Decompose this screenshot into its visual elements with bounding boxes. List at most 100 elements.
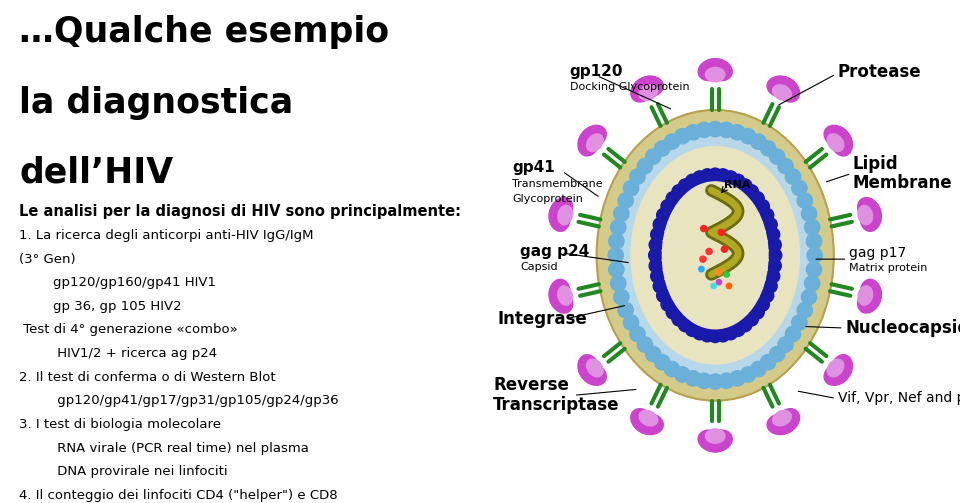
Ellipse shape	[828, 359, 844, 377]
Circle shape	[766, 269, 780, 283]
Circle shape	[711, 283, 716, 289]
Circle shape	[740, 129, 756, 144]
Circle shape	[807, 247, 823, 263]
Text: Matrix protein: Matrix protein	[849, 264, 927, 273]
Circle shape	[609, 233, 624, 249]
Ellipse shape	[662, 182, 768, 329]
Circle shape	[802, 289, 817, 305]
Ellipse shape	[860, 279, 881, 306]
Circle shape	[767, 259, 781, 273]
Ellipse shape	[631, 147, 800, 364]
Ellipse shape	[550, 198, 573, 223]
Ellipse shape	[639, 410, 658, 426]
Ellipse shape	[860, 204, 881, 231]
Ellipse shape	[549, 283, 570, 310]
Text: Lipid: Lipid	[852, 154, 899, 173]
Ellipse shape	[771, 76, 798, 99]
Ellipse shape	[633, 412, 660, 434]
Circle shape	[778, 158, 793, 174]
Ellipse shape	[771, 412, 798, 434]
Ellipse shape	[858, 205, 873, 225]
Circle shape	[608, 247, 623, 263]
Circle shape	[716, 269, 722, 275]
Ellipse shape	[698, 430, 725, 452]
Circle shape	[675, 367, 690, 382]
Ellipse shape	[824, 363, 850, 385]
Text: 3. I test di biologia molecolare: 3. I test di biologia molecolare	[19, 418, 221, 431]
Ellipse shape	[776, 408, 800, 433]
Ellipse shape	[615, 129, 815, 382]
Circle shape	[630, 169, 645, 184]
Circle shape	[730, 125, 745, 140]
Ellipse shape	[631, 77, 655, 102]
Circle shape	[727, 283, 732, 289]
Circle shape	[718, 229, 725, 235]
Text: HIV1/2 + ricerca ag p24: HIV1/2 + ricerca ag p24	[19, 347, 217, 360]
Circle shape	[738, 179, 752, 193]
Text: Transcriptase: Transcriptase	[493, 395, 620, 413]
Ellipse shape	[828, 127, 852, 152]
Text: gp120/gp160/gp41 HIV1: gp120/gp160/gp41 HIV1	[19, 276, 216, 289]
Ellipse shape	[773, 85, 791, 100]
Circle shape	[778, 337, 793, 352]
Circle shape	[696, 373, 711, 388]
Circle shape	[666, 192, 680, 205]
Circle shape	[716, 169, 730, 183]
Circle shape	[716, 328, 730, 342]
Ellipse shape	[706, 59, 732, 80]
Text: (3° Gen): (3° Gen)	[19, 253, 76, 266]
Ellipse shape	[579, 127, 602, 152]
Text: la diagnostica: la diagnostica	[19, 86, 294, 120]
Circle shape	[651, 269, 664, 283]
Circle shape	[708, 121, 723, 137]
Circle shape	[751, 192, 764, 205]
Ellipse shape	[857, 198, 880, 223]
Ellipse shape	[706, 430, 732, 452]
Ellipse shape	[860, 283, 881, 310]
Circle shape	[685, 371, 701, 386]
Circle shape	[763, 279, 778, 293]
Circle shape	[701, 328, 714, 342]
Circle shape	[766, 228, 780, 241]
Circle shape	[785, 326, 801, 342]
Ellipse shape	[828, 134, 844, 151]
Ellipse shape	[706, 429, 725, 443]
Text: gag p17: gag p17	[849, 246, 906, 260]
Text: RNA virale (PCR real time) nel plasma: RNA virale (PCR real time) nel plasma	[19, 442, 309, 455]
Text: Integrase: Integrase	[497, 310, 587, 328]
Circle shape	[679, 179, 692, 193]
Ellipse shape	[596, 110, 834, 401]
Text: Membrane: Membrane	[852, 174, 952, 192]
Circle shape	[651, 228, 664, 241]
Circle shape	[685, 174, 699, 188]
Text: gp120: gp120	[570, 64, 623, 79]
Circle shape	[699, 267, 704, 272]
Text: gag p24: gag p24	[520, 244, 589, 259]
Text: Protease: Protease	[837, 63, 922, 80]
Ellipse shape	[830, 355, 852, 381]
Circle shape	[649, 238, 663, 252]
Circle shape	[679, 318, 692, 332]
Circle shape	[611, 276, 626, 291]
Circle shape	[724, 326, 737, 340]
Ellipse shape	[702, 59, 729, 79]
Ellipse shape	[587, 134, 603, 151]
Circle shape	[609, 262, 624, 277]
Circle shape	[760, 355, 776, 370]
Circle shape	[760, 141, 776, 156]
Ellipse shape	[824, 125, 850, 148]
Circle shape	[770, 149, 785, 164]
Circle shape	[738, 318, 752, 332]
Ellipse shape	[578, 355, 600, 381]
Circle shape	[613, 289, 629, 305]
Circle shape	[666, 305, 680, 319]
Ellipse shape	[578, 129, 600, 156]
Circle shape	[618, 193, 634, 208]
Text: Vif, Vpr, Nef and p7: Vif, Vpr, Nef and p7	[837, 391, 960, 405]
Circle shape	[770, 347, 785, 362]
Text: 1. La ricerca degli anticorpi anti-HIV IgG/IgM: 1. La ricerca degli anticorpi anti-HIV I…	[19, 229, 314, 242]
Text: RNA: RNA	[725, 180, 751, 190]
Ellipse shape	[698, 59, 725, 80]
Circle shape	[732, 322, 745, 337]
Circle shape	[623, 181, 638, 196]
